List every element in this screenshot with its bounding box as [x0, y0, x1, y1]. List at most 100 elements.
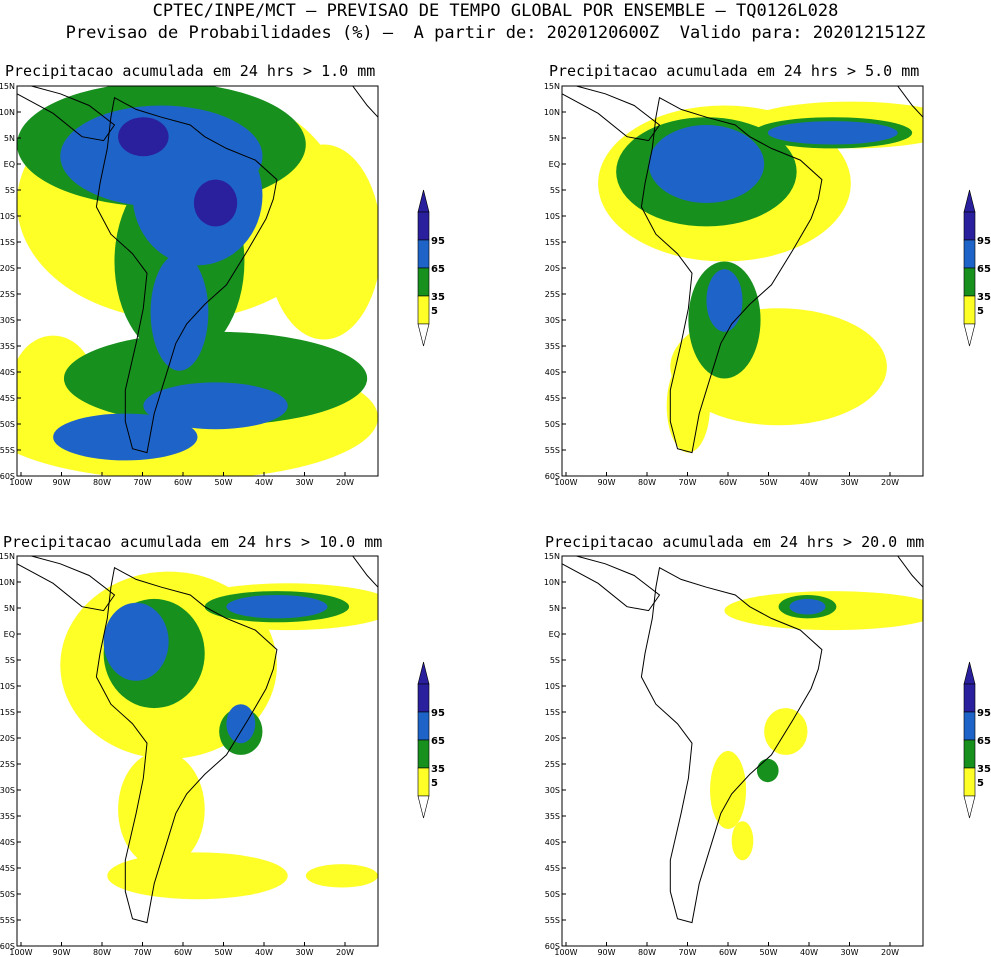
colorbar-2: 95 65 35 5 [963, 189, 991, 347]
colorbar-1: 95 65 35 5 [417, 189, 445, 347]
lat-label: 50S [0, 890, 15, 899]
colorbar-bottom-arrow [417, 323, 430, 347]
lon-label: 40W [800, 478, 818, 487]
lon-label: 100W [9, 478, 32, 487]
lon-label: 80W [638, 478, 656, 487]
colorbar-4: 95 65 35 5 [963, 661, 991, 819]
lat-label: 30S [0, 316, 15, 325]
lat-label: 5S [5, 186, 15, 195]
lat-label: 35S [545, 342, 560, 351]
map-frame [16, 85, 379, 477]
colorbar-top-arrow [417, 661, 430, 685]
rain-contour-c5 [107, 852, 288, 900]
colorbar-segment-35 [963, 739, 976, 769]
lat-label: EQ [549, 160, 560, 169]
lat-label: 50S [0, 420, 15, 429]
colorbar-segment-95 [963, 683, 976, 713]
lat-label: 55S [0, 916, 15, 925]
lat-label: EQ [4, 630, 15, 639]
colorbar-segment-5 [417, 295, 430, 325]
lat-label: 10S [545, 212, 560, 221]
colorbar-segment-35 [417, 267, 430, 297]
lon-label: 50W [759, 948, 777, 957]
lat-label: 10N [0, 578, 15, 587]
colorbar-segment-65 [963, 711, 976, 741]
lat-label: 10N [544, 108, 560, 117]
colorbar-3: 95 65 35 5 [417, 661, 445, 819]
lat-label: 15S [545, 708, 560, 717]
colorbar-bottom-arrow [417, 795, 430, 819]
colorbar-label: 5 [431, 778, 438, 789]
header-title-line1: CPTEC/INPE/MCT – PREVISAO DE TEMPO GLOBA… [152, 1, 839, 21]
lat-label: 15S [0, 238, 15, 247]
lon-label: 60W [719, 948, 737, 957]
rain-contour-c5 [731, 821, 754, 861]
lat-label: 25S [0, 290, 15, 299]
lon-label: 60W [174, 948, 192, 957]
coastline-south-america [95, 566, 278, 924]
colorbar-bottom-arrow [963, 323, 976, 347]
colorbar-segment-65 [417, 711, 430, 741]
lat-label: 60S [545, 472, 560, 481]
lat-label: 5N [4, 134, 15, 143]
lat-label: 45S [0, 864, 15, 873]
coastline-africa [897, 556, 923, 588]
rain-contour-c65 [103, 602, 169, 681]
lat-label: 30S [0, 786, 15, 795]
rain-contour-c95 [118, 117, 169, 157]
lon-label: 40W [800, 948, 818, 957]
lat-label: 30S [545, 316, 560, 325]
rain-contour-c65 [226, 704, 256, 744]
lat-label: 60S [0, 472, 15, 481]
panel-3-title: Precipitacao acumulada em 24 hrs > 10.0 … [3, 533, 383, 551]
colorbar-segment-35 [417, 739, 430, 769]
colorbar-label: 95 [977, 708, 991, 719]
lon-label: 80W [93, 478, 111, 487]
lat-label: 55S [545, 446, 560, 455]
rain-contour-c65 [150, 253, 209, 371]
lon-label: 30W [840, 948, 858, 957]
lon-label: 40W [255, 948, 273, 957]
map-frame [561, 555, 924, 947]
colorbar-label: 5 [977, 306, 984, 317]
map-panel-3: 15N 10N 5N EQ 5S 10S 15S 20S 25S 30S 35S 40S 45S 50S 5… [0, 552, 379, 957]
colorbar-bottom-arrow [963, 795, 976, 819]
lon-label: 30W [295, 478, 313, 487]
lon-label: 100W [9, 948, 32, 957]
lat-label: 10S [545, 682, 560, 691]
lon-label: 90W [597, 478, 615, 487]
rain-contour-c65 [767, 121, 898, 145]
lon-label: 20W [336, 478, 354, 487]
lat-label: 5S [550, 186, 560, 195]
rain-probability-field [17, 86, 378, 476]
rain-contour-c65 [706, 269, 743, 332]
colorbar-label: 65 [977, 264, 991, 275]
map-panel-1: 15N 10N 5N EQ 5S 10S 15S 20S 25S 30S 35S 40S 45S 50S 5… [0, 82, 379, 487]
lon-label: 40W [255, 478, 273, 487]
rain-contour-c65 [226, 595, 328, 619]
colorbar-segment-5 [417, 767, 430, 797]
coastline-south-america [640, 96, 823, 454]
lat-label: 5S [550, 656, 560, 665]
lon-label: 50W [759, 478, 777, 487]
coastline-south-america [640, 566, 823, 924]
lat-label: 20S [545, 264, 560, 273]
lat-label: 40S [545, 368, 560, 377]
lon-label: 100W [554, 948, 577, 957]
lon-label: 70W [678, 478, 696, 487]
coastline-south-america [95, 96, 278, 454]
map-frame [561, 85, 924, 477]
colorbar-label: 35 [431, 764, 445, 775]
colorbar-segment-5 [963, 295, 976, 325]
lon-label: 20W [881, 948, 899, 957]
lat-label: 60S [545, 942, 560, 951]
colorbar-segment-95 [417, 683, 430, 713]
lat-label: 25S [0, 760, 15, 769]
lat-label: 10N [0, 108, 15, 117]
colorbar-segment-65 [963, 239, 976, 269]
lat-label: 15N [0, 552, 15, 561]
colorbar-label: 95 [431, 708, 445, 719]
lon-label: 80W [638, 948, 656, 957]
coastline-africa [352, 86, 378, 118]
